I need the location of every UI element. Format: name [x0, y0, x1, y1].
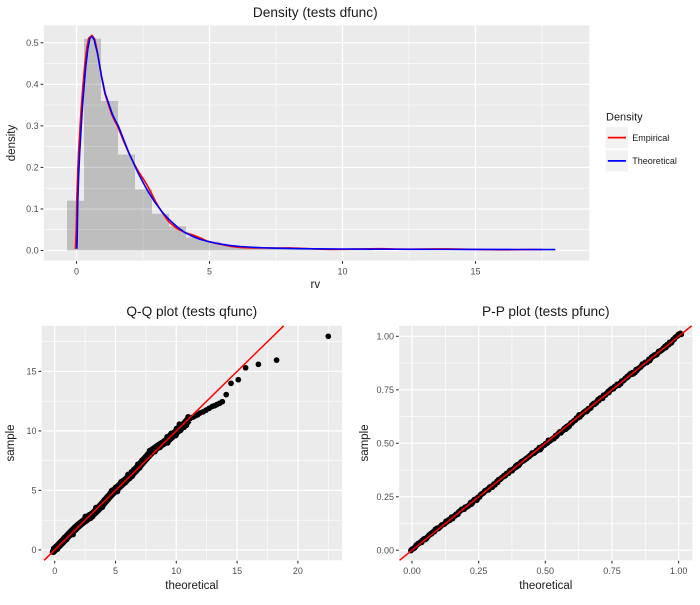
svg-text:15: 15 [470, 267, 480, 277]
svg-text:Q-Q plot (tests qfunc): Q-Q plot (tests qfunc) [126, 304, 257, 319]
svg-text:0.3: 0.3 [26, 121, 39, 131]
svg-text:10: 10 [337, 267, 347, 277]
svg-text:1.00: 1.00 [376, 332, 394, 342]
svg-text:Density: Density [606, 111, 643, 123]
svg-text:Density (tests dfunc): Density (tests dfunc) [253, 5, 378, 20]
svg-text:sample: sample [5, 424, 17, 461]
svg-text:0.1: 0.1 [26, 204, 39, 214]
svg-text:5: 5 [31, 486, 36, 496]
svg-text:sample: sample [359, 424, 371, 461]
svg-text:0.50: 0.50 [537, 566, 555, 576]
svg-text:Theoretical: Theoretical [632, 156, 677, 166]
svg-text:rv: rv [311, 279, 321, 291]
svg-text:20: 20 [293, 566, 303, 576]
svg-text:0: 0 [31, 545, 36, 555]
svg-text:0.25: 0.25 [376, 492, 394, 502]
svg-text:5: 5 [113, 566, 118, 576]
svg-text:0.25: 0.25 [470, 566, 488, 576]
svg-text:0.00: 0.00 [403, 566, 421, 576]
svg-text:0.4: 0.4 [26, 80, 39, 90]
svg-text:15: 15 [232, 566, 242, 576]
svg-text:0.75: 0.75 [376, 385, 394, 395]
svg-text:10: 10 [171, 566, 181, 576]
svg-text:0.50: 0.50 [376, 439, 394, 449]
svg-text:1.00: 1.00 [670, 566, 688, 576]
svg-text:0.2: 0.2 [26, 163, 39, 173]
svg-text:theoretical: theoretical [519, 580, 572, 592]
svg-text:0.75: 0.75 [603, 566, 621, 576]
svg-text:0.5: 0.5 [26, 38, 39, 48]
svg-text:10: 10 [26, 426, 36, 436]
svg-text:0: 0 [74, 267, 79, 277]
svg-text:density: density [6, 125, 18, 162]
svg-text:Empirical: Empirical [632, 133, 669, 143]
svg-text:15: 15 [26, 367, 36, 377]
svg-text:P-P plot (tests pfunc): P-P plot (tests pfunc) [482, 304, 610, 319]
svg-text:0.00: 0.00 [376, 546, 394, 556]
svg-text:0: 0 [52, 566, 57, 576]
svg-text:0.0: 0.0 [26, 246, 39, 256]
svg-text:5: 5 [207, 267, 212, 277]
svg-text:theoretical: theoretical [165, 580, 218, 592]
